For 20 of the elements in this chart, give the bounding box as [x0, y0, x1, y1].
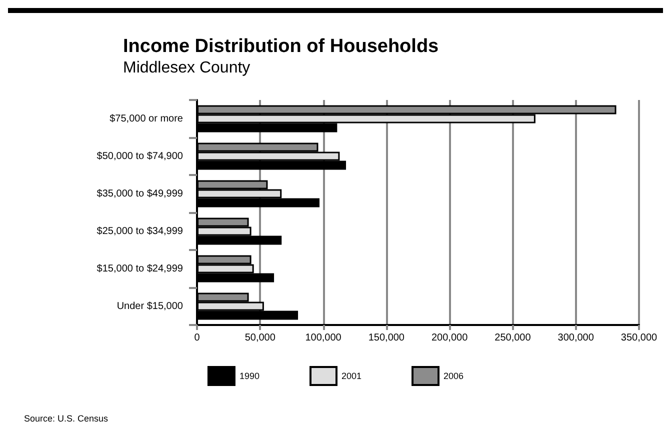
- legend-label: 2001: [341, 371, 362, 381]
- chart-title: Income Distribution of Households: [123, 36, 439, 57]
- x-tick-label: 50,000: [244, 332, 276, 344]
- chart-subtitle: Middlesex County: [123, 60, 250, 76]
- y-tick-label: $25,000 to $34,999: [96, 226, 184, 237]
- x-tick-label: 250,000: [494, 332, 532, 344]
- x-tick-label: 0: [194, 332, 200, 344]
- x-tick-label: 100,000: [305, 332, 342, 344]
- y-tick-label: $15,000 to $24,999: [96, 263, 184, 274]
- x-tick-label: 200,000: [431, 332, 468, 344]
- x-tick-label: 150,000: [368, 332, 405, 344]
- y-tick-label: Under $15,000: [116, 300, 184, 312]
- x-tick-label: 300,000: [558, 332, 594, 344]
- y-tick-label: $35,000 to $49,999: [96, 188, 184, 200]
- x-tick-label: 350,000: [620, 332, 658, 344]
- legend-label: 2006: [444, 371, 464, 381]
- y-tick-label: $75,000 or more: [110, 113, 184, 124]
- source-note: Source: U.S. Census: [24, 414, 109, 424]
- legend-label: 1990: [239, 371, 260, 381]
- y-tick-label: $50,000 to $74,900: [96, 150, 184, 162]
